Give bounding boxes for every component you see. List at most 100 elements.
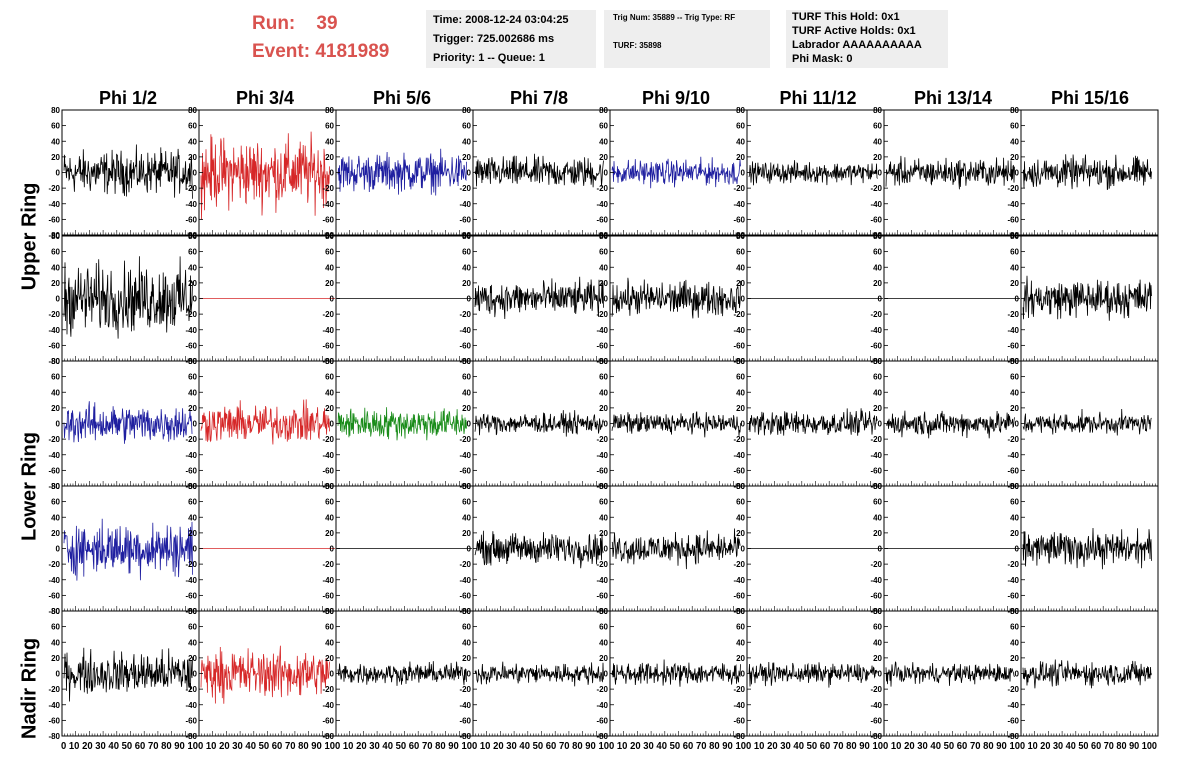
waveform-trace bbox=[885, 410, 1015, 439]
y-tick-label: 0 bbox=[56, 420, 61, 429]
y-tick-label: 80 bbox=[599, 232, 608, 241]
y-tick-label: -20 bbox=[870, 685, 882, 694]
column-header: Phi 1/2 bbox=[98, 88, 158, 108]
y-tick-label: -40 bbox=[459, 451, 471, 460]
y-tick-label: 60 bbox=[325, 248, 334, 257]
turf-text: TURF: 35898 bbox=[613, 41, 662, 50]
y-tick-label: 20 bbox=[462, 404, 471, 413]
y-tick-label: 40 bbox=[51, 638, 60, 647]
y-tick-label: -80 bbox=[48, 607, 60, 616]
y-tick-label: -60 bbox=[322, 215, 334, 224]
y-tick-label: 0 bbox=[467, 295, 472, 304]
y-tick-label: -20 bbox=[1007, 435, 1019, 444]
y-tick-label: 20 bbox=[51, 153, 60, 162]
turf-active-holds-text: TURF Active Holds: 0x1 bbox=[792, 25, 916, 37]
y-tick-label: 80 bbox=[873, 607, 882, 616]
y-tick-label: -60 bbox=[1007, 466, 1019, 475]
waveform-trace bbox=[63, 256, 193, 339]
event-row: Event: 4181989 bbox=[252, 38, 389, 66]
y-tick-label: -60 bbox=[48, 215, 60, 224]
y-tick-label: 80 bbox=[51, 482, 60, 491]
y-tick-label: -20 bbox=[48, 184, 60, 193]
y-tick-label: 80 bbox=[736, 482, 745, 491]
y-tick-label: 80 bbox=[188, 232, 197, 241]
y-tick-label: -40 bbox=[596, 326, 608, 335]
y-tick-label: -40 bbox=[870, 576, 882, 585]
y-tick-label: 40 bbox=[736, 263, 745, 272]
y-tick-label: 40 bbox=[873, 388, 882, 397]
y-tick-label: -60 bbox=[322, 716, 334, 725]
y-tick-label: 40 bbox=[325, 263, 334, 272]
y-tick-label: 0 bbox=[878, 295, 883, 304]
y-tick-label: 60 bbox=[51, 248, 60, 257]
y-tick-label: 40 bbox=[462, 638, 471, 647]
y-tick-label: -60 bbox=[870, 341, 882, 350]
y-tick-label: -40 bbox=[322, 200, 334, 209]
y-tick-label: -60 bbox=[459, 341, 471, 350]
y-tick-label: -20 bbox=[733, 435, 745, 444]
waveform-trace bbox=[337, 661, 467, 686]
y-tick-label: -60 bbox=[48, 466, 60, 475]
y-tick-label: 20 bbox=[736, 404, 745, 413]
y-tick-label: 40 bbox=[1010, 137, 1019, 146]
y-tick-label: -20 bbox=[596, 184, 608, 193]
y-tick-label: 20 bbox=[736, 153, 745, 162]
y-tick-label: 0 bbox=[741, 420, 746, 429]
y-tick-label: 40 bbox=[599, 263, 608, 272]
y-tick-label: -40 bbox=[185, 576, 197, 585]
y-tick-label: -40 bbox=[870, 701, 882, 710]
waveform-trace bbox=[474, 410, 604, 437]
y-tick-label: -60 bbox=[596, 466, 608, 475]
y-tick-label: 80 bbox=[599, 482, 608, 491]
labrador-text: Labrador AAAAAAAAAA bbox=[792, 39, 922, 51]
run-label: Run: bbox=[252, 13, 296, 34]
y-tick-label: -20 bbox=[596, 435, 608, 444]
y-tick-label: 20 bbox=[325, 404, 334, 413]
y-tick-label: 20 bbox=[462, 654, 471, 663]
y-tick-label: 20 bbox=[1010, 153, 1019, 162]
y-tick-label: 0 bbox=[330, 420, 335, 429]
y-tick-label: 20 bbox=[1010, 404, 1019, 413]
y-tick-label: -20 bbox=[870, 310, 882, 319]
y-tick-label: -20 bbox=[48, 310, 60, 319]
y-tick-label: 60 bbox=[599, 498, 608, 507]
y-tick-label: -40 bbox=[733, 701, 745, 710]
y-tick-label: -60 bbox=[596, 716, 608, 725]
y-tick-label: 80 bbox=[1010, 482, 1019, 491]
y-tick-label: -40 bbox=[1007, 576, 1019, 585]
y-tick-label: -60 bbox=[185, 591, 197, 600]
y-tick-label: 0 bbox=[193, 545, 198, 554]
y-tick-label: 20 bbox=[736, 529, 745, 538]
y-tick-label: 60 bbox=[51, 373, 60, 382]
y-tick-label: 40 bbox=[1010, 513, 1019, 522]
y-tick-label: 40 bbox=[325, 388, 334, 397]
y-tick-label: -60 bbox=[1007, 341, 1019, 350]
y-tick-label: 60 bbox=[873, 498, 882, 507]
waveform-trace bbox=[611, 528, 741, 570]
y-tick-label: 40 bbox=[736, 638, 745, 647]
waveform-trace bbox=[474, 276, 604, 320]
y-tick-label: 40 bbox=[462, 513, 471, 522]
y-tick-label: -80 bbox=[596, 732, 608, 741]
y-tick-label: 80 bbox=[325, 482, 334, 491]
y-tick-label: 60 bbox=[188, 498, 197, 507]
waveform-trace bbox=[474, 530, 604, 569]
y-tick-label: 40 bbox=[1010, 638, 1019, 647]
x-tick-label: 0 10 20 30 40 50 60 70 80 90 10 bbox=[883, 741, 1020, 752]
y-tick-label: -20 bbox=[185, 310, 197, 319]
y-tick-label: 20 bbox=[51, 404, 60, 413]
y-tick-label: 20 bbox=[51, 529, 60, 538]
y-tick-label: 80 bbox=[462, 357, 471, 366]
y-tick-label: 0 bbox=[193, 295, 198, 304]
trig-num-text: Trig Num: 35889 -- Trig Type: RF bbox=[613, 13, 736, 22]
y-tick-label: -80 bbox=[48, 732, 60, 741]
y-tick-label: 60 bbox=[873, 623, 882, 632]
y-tick-label: 20 bbox=[599, 279, 608, 288]
y-tick-label: -60 bbox=[733, 215, 745, 224]
y-tick-label: 20 bbox=[599, 654, 608, 663]
y-tick-label: -80 bbox=[870, 732, 882, 741]
y-tick-label: -60 bbox=[733, 466, 745, 475]
y-tick-label: 0 bbox=[741, 295, 746, 304]
trigger-text: Trigger: 725.002686 ms bbox=[433, 33, 555, 45]
y-tick-label: 60 bbox=[325, 498, 334, 507]
